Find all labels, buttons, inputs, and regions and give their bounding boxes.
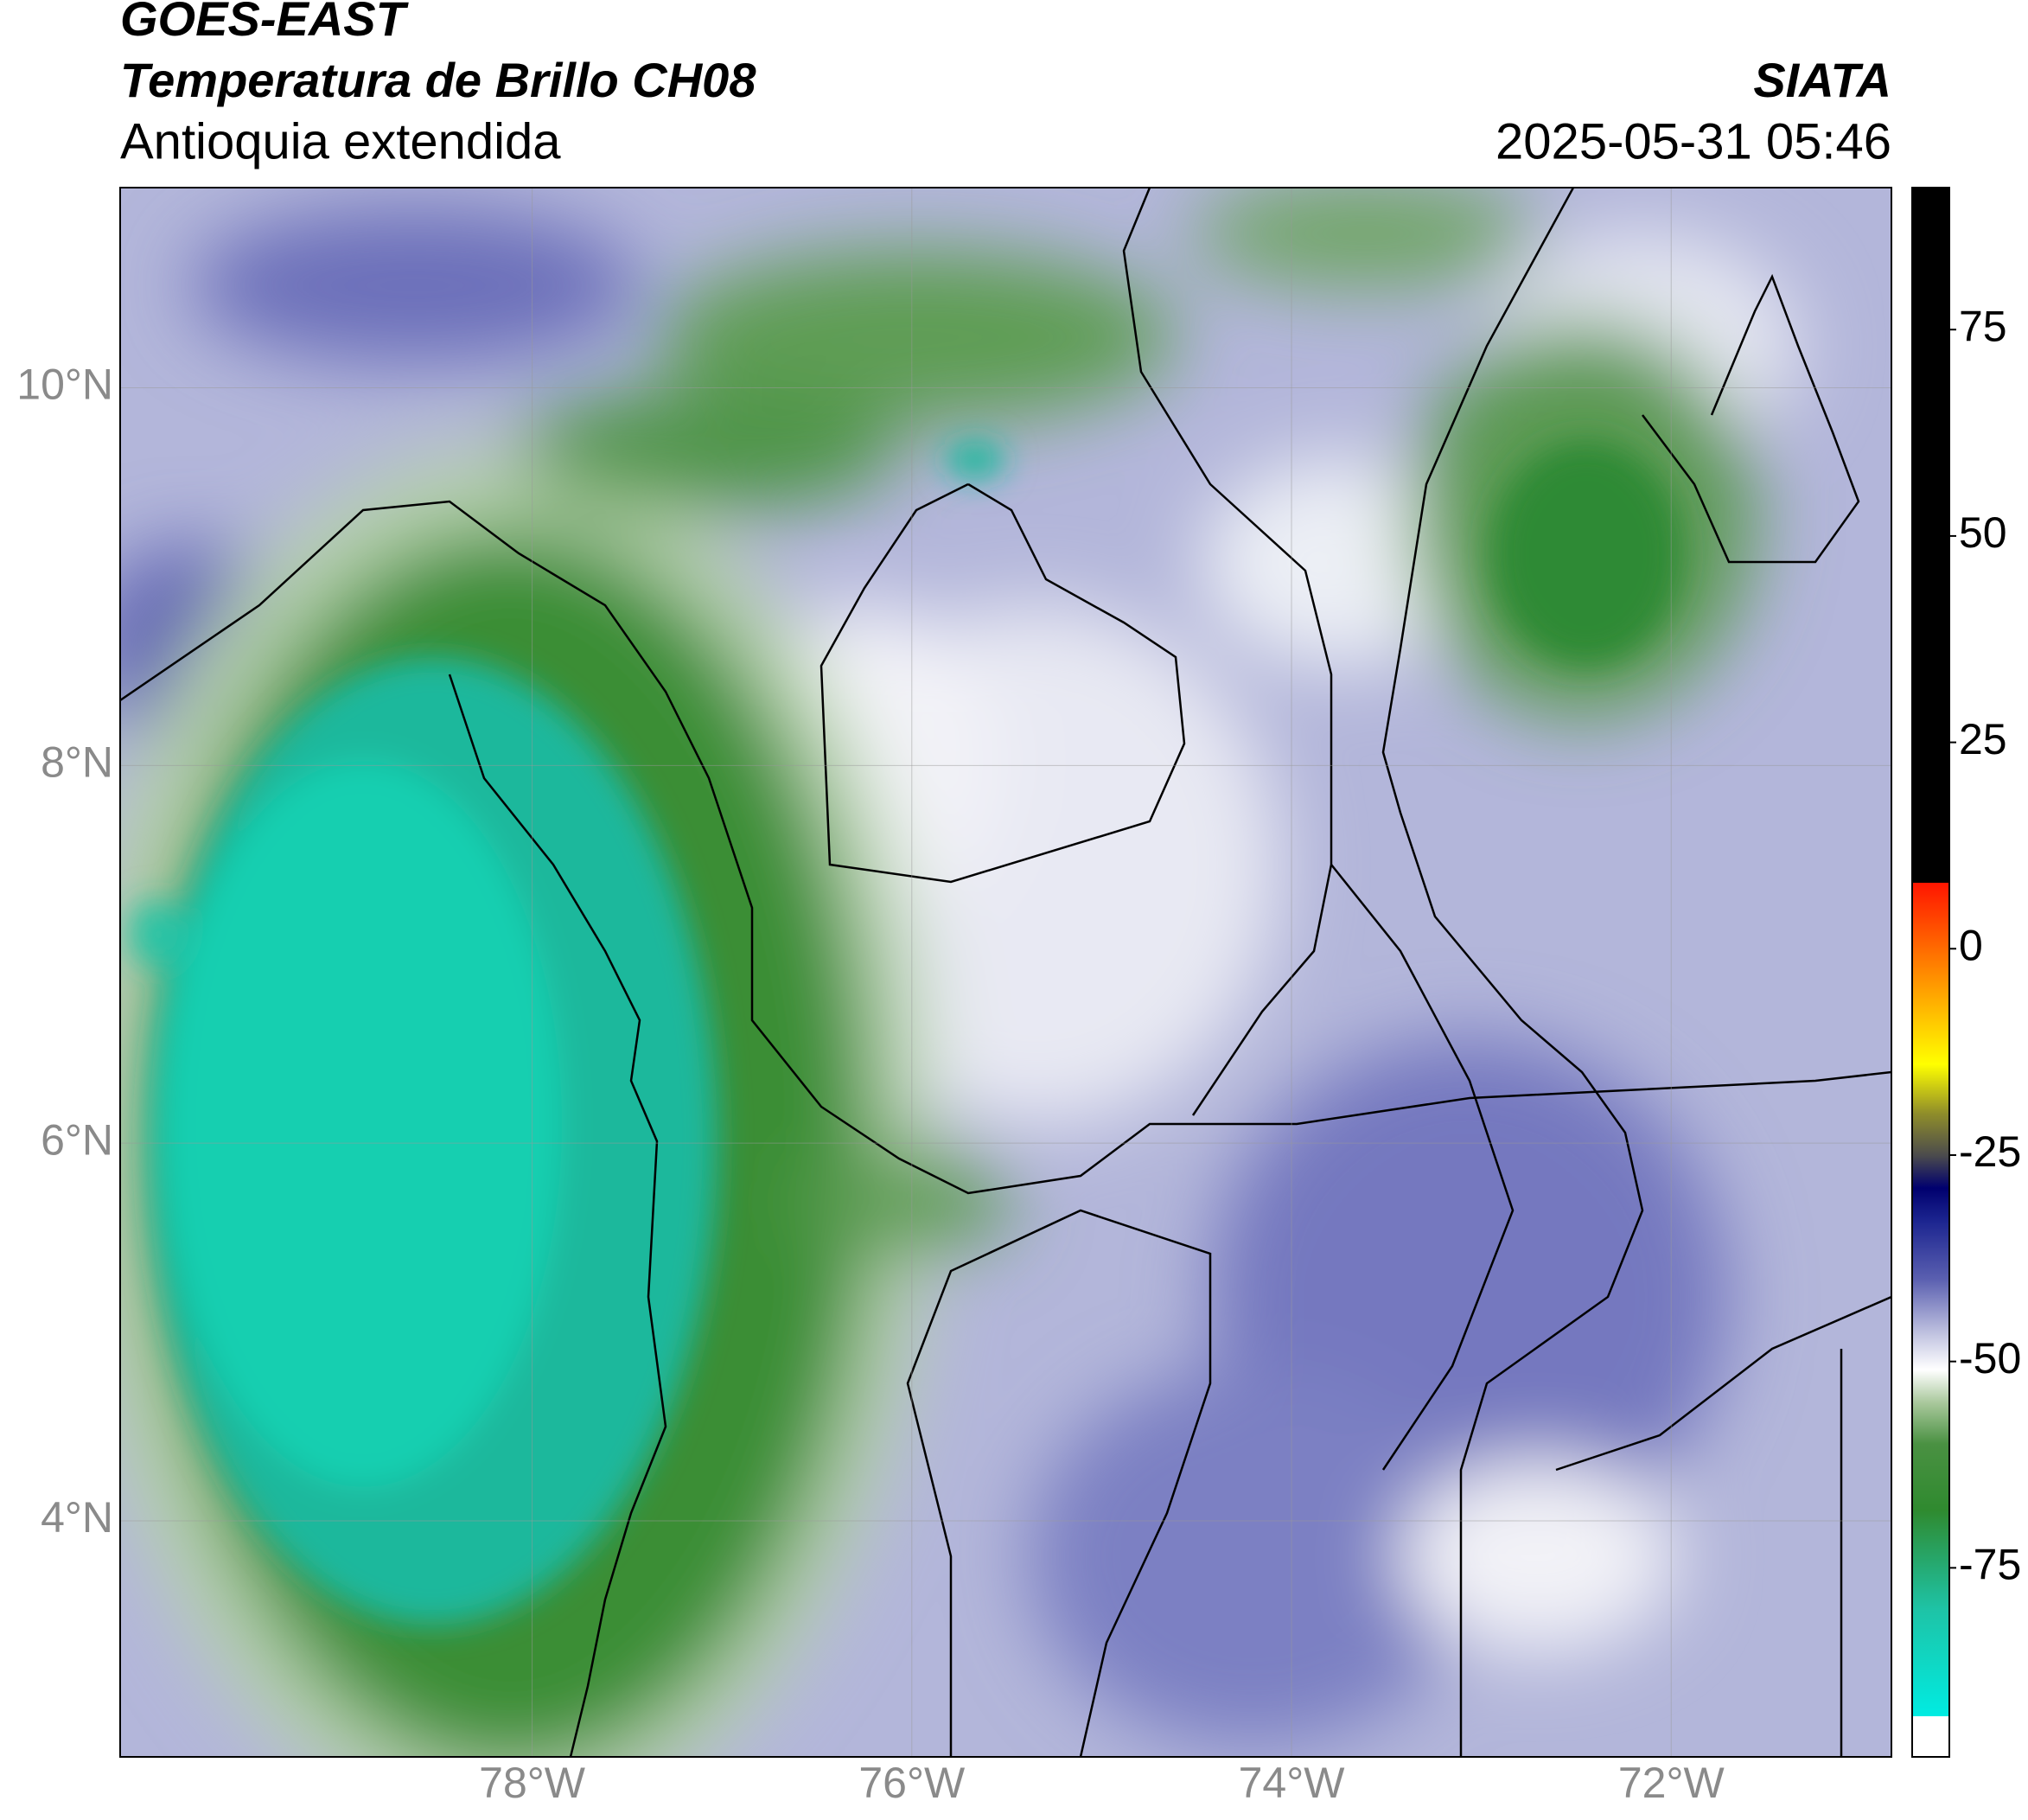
colorbar-tick-label: -75 — [1959, 1541, 2021, 1589]
region: Antioquia extendida — [120, 113, 561, 169]
colorbar-tick-label: -25 — [1959, 1127, 2021, 1176]
y-tick-label: 8°N — [41, 738, 113, 787]
x-tick-label: 76°W — [858, 1759, 966, 1807]
y-tick-label: 4°N — [41, 1493, 113, 1542]
colorbar-tick-label: -50 — [1959, 1334, 2021, 1383]
colorbar-tick-label: 50 — [1959, 508, 2007, 557]
source: SIATA — [1753, 53, 1891, 107]
y-tick-label: 6°N — [41, 1115, 113, 1164]
title: GOES-EAST — [120, 0, 410, 46]
colorbar-tick-label: 0 — [1959, 921, 1983, 969]
x-tick-label: 74°W — [1239, 1759, 1346, 1807]
colorbar — [1911, 187, 1950, 1758]
colorbar-tick-label: 75 — [1959, 302, 2007, 350]
y-tick-label: 10°N — [16, 361, 113, 409]
datetime: 2025-05-31 05:46 — [1495, 113, 1891, 169]
x-tick-label: 78°W — [479, 1759, 586, 1807]
map-frame — [119, 187, 1892, 1758]
colorbar-tick-label: 25 — [1959, 715, 2007, 763]
x-tick-label: 72°W — [1618, 1759, 1725, 1807]
satellite-image — [120, 188, 1891, 1757]
subtitle: Temperatura de Brillo CH08 — [120, 53, 756, 107]
